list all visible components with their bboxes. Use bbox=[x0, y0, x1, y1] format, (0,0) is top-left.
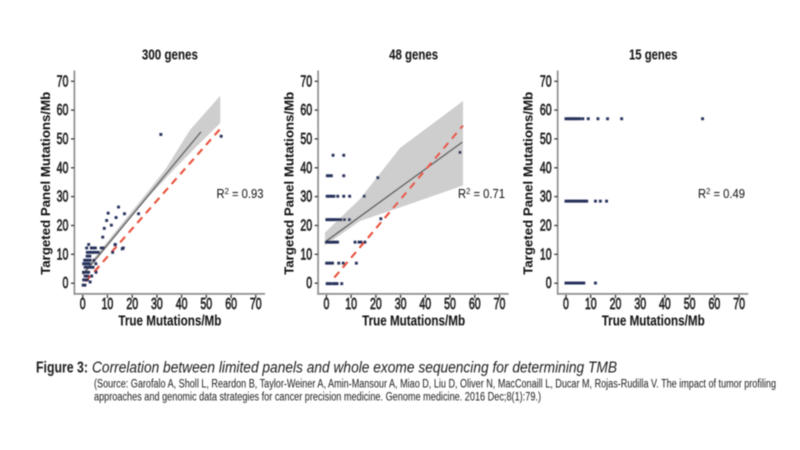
svg-text:40: 40 bbox=[419, 295, 431, 312]
svg-text:Correlation between limited pa: Correlation between limited panels and w… bbox=[92, 360, 617, 377]
svg-text:50: 50 bbox=[540, 130, 552, 147]
svg-text:Targeted Panel Mutations/Mb: Targeted Panel Mutations/Mb bbox=[282, 92, 297, 275]
svg-text:True Mutations/Mb: True Mutations/Mb bbox=[362, 312, 465, 328]
svg-text:40: 40 bbox=[659, 295, 671, 312]
svg-text:0: 0 bbox=[63, 274, 69, 291]
svg-text:0: 0 bbox=[306, 274, 312, 291]
svg-text:60: 60 bbox=[540, 101, 552, 118]
svg-text:60: 60 bbox=[469, 295, 481, 312]
svg-text:10: 10 bbox=[540, 245, 552, 262]
svg-text:R2 = 0.71: R2 = 0.71 bbox=[458, 186, 505, 201]
svg-text:50: 50 bbox=[684, 295, 696, 312]
svg-text:30: 30 bbox=[395, 295, 407, 312]
svg-text:True Mutations/Mb: True Mutations/Mb bbox=[118, 312, 221, 328]
svg-text:30: 30 bbox=[151, 295, 163, 312]
svg-text:50: 50 bbox=[444, 295, 456, 312]
svg-text:10: 10 bbox=[300, 245, 312, 262]
svg-text:48 genes: 48 genes bbox=[389, 46, 438, 63]
svg-text:0: 0 bbox=[323, 295, 329, 312]
svg-text:20: 20 bbox=[300, 217, 312, 234]
svg-text:R2 = 0.49: R2 = 0.49 bbox=[698, 186, 745, 201]
svg-text:40: 40 bbox=[176, 295, 188, 312]
svg-text:50: 50 bbox=[300, 130, 312, 147]
svg-text:20: 20 bbox=[540, 217, 552, 234]
svg-text:40: 40 bbox=[57, 159, 69, 176]
svg-text:10: 10 bbox=[102, 295, 114, 312]
svg-text:300 genes: 300 genes bbox=[142, 46, 198, 63]
svg-text:30: 30 bbox=[634, 295, 646, 312]
svg-text:40: 40 bbox=[300, 159, 312, 176]
svg-text:20: 20 bbox=[610, 295, 622, 312]
svg-text:0: 0 bbox=[80, 295, 86, 312]
svg-text:approaches and genomic data st: approaches and genomic data strategies f… bbox=[94, 390, 541, 404]
svg-text:(Source: Garofalo A, Sholl L,: (Source: Garofalo A, Sholl L, Reardon B,… bbox=[94, 377, 776, 391]
svg-text:30: 30 bbox=[57, 188, 69, 205]
svg-text:0: 0 bbox=[546, 274, 552, 291]
svg-text:20: 20 bbox=[126, 295, 138, 312]
svg-text:True Mutations/Mb: True Mutations/Mb bbox=[602, 312, 705, 328]
svg-text:Figure 3:: Figure 3: bbox=[36, 360, 88, 377]
svg-text:70: 70 bbox=[57, 72, 69, 89]
svg-text:20: 20 bbox=[57, 217, 69, 234]
svg-text:70: 70 bbox=[300, 72, 312, 89]
svg-text:15 genes: 15 genes bbox=[629, 46, 678, 63]
svg-text:Targeted Panel Mutations/Mb: Targeted Panel Mutations/Mb bbox=[38, 92, 53, 275]
svg-text:0: 0 bbox=[563, 295, 569, 312]
svg-text:10: 10 bbox=[57, 245, 69, 262]
svg-text:R2 = 0.93: R2 = 0.93 bbox=[217, 186, 264, 201]
svg-text:30: 30 bbox=[300, 188, 312, 205]
svg-text:60: 60 bbox=[225, 295, 237, 312]
svg-text:60: 60 bbox=[709, 295, 721, 312]
svg-text:60: 60 bbox=[300, 101, 312, 118]
svg-text:50: 50 bbox=[57, 130, 69, 147]
svg-text:70: 70 bbox=[250, 295, 262, 312]
svg-text:70: 70 bbox=[540, 72, 552, 89]
svg-text:10: 10 bbox=[345, 295, 357, 312]
svg-text:Targeted Panel Mutations/Mb: Targeted Panel Mutations/Mb bbox=[521, 92, 536, 275]
svg-text:70: 70 bbox=[733, 295, 745, 312]
svg-text:40: 40 bbox=[540, 159, 552, 176]
svg-text:30: 30 bbox=[540, 188, 552, 205]
svg-text:60: 60 bbox=[57, 101, 69, 118]
svg-text:70: 70 bbox=[494, 295, 506, 312]
svg-text:10: 10 bbox=[585, 295, 597, 312]
svg-text:50: 50 bbox=[200, 295, 212, 312]
svg-text:20: 20 bbox=[370, 295, 382, 312]
